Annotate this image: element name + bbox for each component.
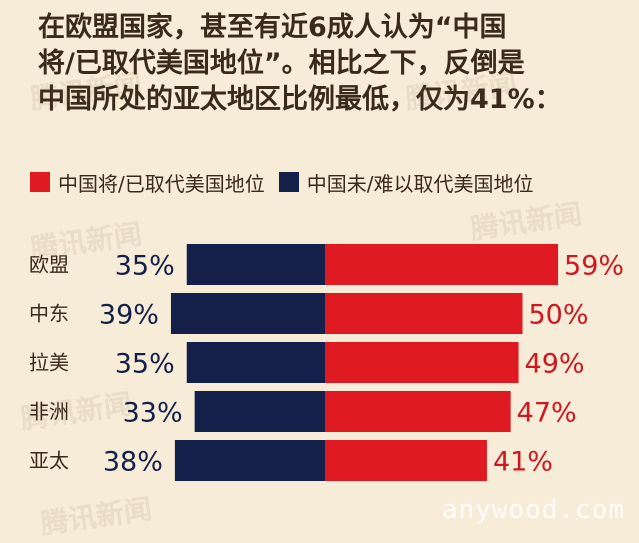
legend-item-not-replace: 中国未/难以取代美国地位 <box>278 168 534 197</box>
title-line-2: 将/已取代美国地位”。相比之下，反倒是 <box>38 48 525 79</box>
data-label-not-replace-5: 38% <box>103 447 163 478</box>
data-label-not-replace-1: 35% <box>115 251 175 282</box>
data-label-replace-4: 47% <box>517 398 577 429</box>
category-label-1: 欧盟 <box>29 253 69 277</box>
category-label-2: 中东 <box>29 302 69 326</box>
legend-swatch-navy <box>278 172 299 192</box>
category-label-5: 亚太 <box>29 449 69 473</box>
bar-replace-2 <box>325 293 523 334</box>
bar-not-replace-2 <box>170 293 325 334</box>
category-label-3: 拉美 <box>29 351 69 375</box>
data-label-not-replace-3: 35% <box>115 349 175 380</box>
bar-not-replace-3 <box>186 342 325 383</box>
bar-not-replace-5 <box>174 440 325 481</box>
legend-label-not-replace: 中国未/难以取代美国地位 <box>306 171 534 196</box>
title-line-1: 在欧盟国家，甚至有近6成人认为“中国 <box>38 12 507 43</box>
bar-replace-3 <box>325 342 519 383</box>
chart-legend: 中国将/已取代美国地位 中国未/难以取代美国地位 <box>30 167 548 197</box>
legend-swatch-red <box>30 172 50 192</box>
site-watermark: anywood.com <box>441 495 625 525</box>
bar-not-replace-4 <box>194 391 325 432</box>
category-label-4: 非洲 <box>29 400 69 424</box>
title-line-3: 中国所处的亚太地区比例最低，仅为41%： <box>38 84 562 115</box>
diverging-bar-chart: 欧盟 35% 59% 中东 39% 50% 拉美 35% 49% 非洲 33% 47% 亚太 38% 41% <box>29 244 624 481</box>
data-label-replace-5: 41% <box>493 447 553 478</box>
data-label-not-replace-4: 33% <box>123 398 183 429</box>
bar-not-replace-1 <box>186 244 325 285</box>
data-label-replace-3: 49% <box>525 349 585 380</box>
bar-replace-1 <box>325 244 559 285</box>
bar-replace-5 <box>325 440 487 481</box>
data-label-replace-2: 50% <box>529 300 589 331</box>
legend-label-replace: 中国将/已取代美国地位 <box>58 171 265 196</box>
bar-replace-4 <box>325 391 511 432</box>
legend-item-replace: 中国将/已取代美国地位 <box>30 168 265 197</box>
data-label-replace-1: 59% <box>564 251 624 282</box>
chart-title: 在欧盟国家，甚至有近6成人认为“中国 将/已取代美国地位”。相比之下，反倒是 中… <box>38 10 628 118</box>
data-label-not-replace-2: 39% <box>99 300 159 331</box>
